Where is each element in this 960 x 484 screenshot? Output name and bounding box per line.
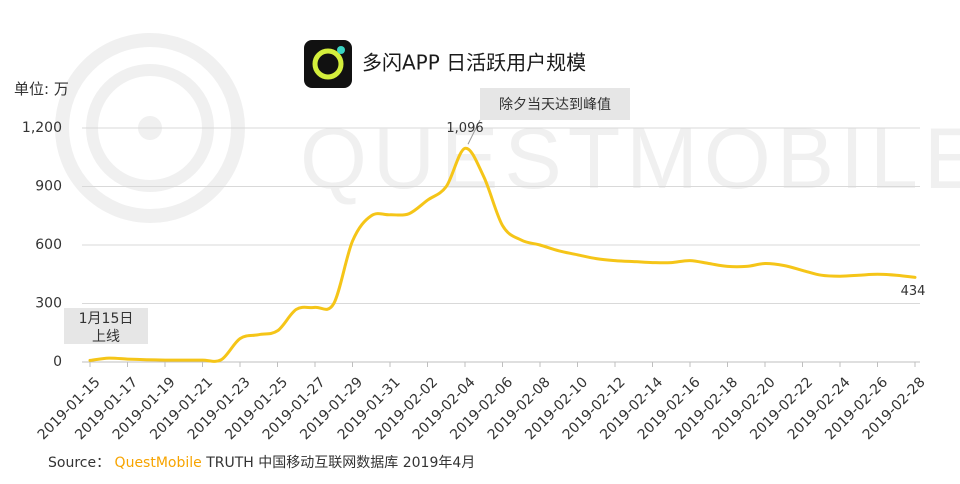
data-labels: 1,096 434	[446, 121, 925, 299]
y-axis-unit-label: 单位: 万	[14, 80, 69, 98]
source-rest: TRUTH 中国移动互联网数据库 2019年4月	[206, 455, 476, 471]
watermark-text: QUESTMOBILE	[300, 111, 960, 207]
app-logo-dot	[337, 46, 345, 54]
source-prefix: Source：	[48, 455, 111, 471]
source-brand: QuestMobile	[114, 455, 202, 471]
launch-callout: 1月15日 上线	[64, 308, 148, 345]
y-tick-label: 0	[53, 354, 62, 370]
y-tick-label: 300	[35, 296, 62, 312]
watermark: QUESTMOBILE	[55, 33, 960, 223]
chart-title: 多闪APP 日活跃用户规模	[362, 51, 586, 75]
launch-callout-box	[64, 308, 148, 344]
gridlines	[82, 127, 920, 363]
app-logo-ring	[312, 48, 344, 80]
peak-callout-leader	[467, 119, 481, 145]
x-axis-ticks: 2019-01-152019-01-172019-01-192019-01-21…	[35, 362, 929, 443]
y-tick-label: 1,200	[22, 120, 62, 136]
app-logo-icon	[304, 40, 352, 88]
y-tick-label: 600	[35, 237, 62, 253]
y-axis-ticks: 0 300 600 900 1,200	[22, 120, 62, 370]
data-label: 1,096	[446, 121, 483, 136]
source-line: Source： QuestMobile TRUTH 中国移动互联网数据库 201…	[48, 452, 475, 472]
peak-callout-text: 除夕当天达到峰值	[499, 97, 611, 113]
y-tick-label: 900	[35, 179, 62, 195]
peak-callout-box	[480, 88, 630, 120]
peak-callout: 除夕当天达到峰值	[467, 88, 630, 145]
chart-title-block: 多闪APP 日活跃用户规模	[304, 40, 586, 88]
data-label: 434	[901, 284, 926, 299]
launch-callout-line1: 1月15日	[79, 311, 134, 327]
launch-callout-line2: 上线	[92, 329, 120, 345]
series-line	[88, 146, 917, 363]
